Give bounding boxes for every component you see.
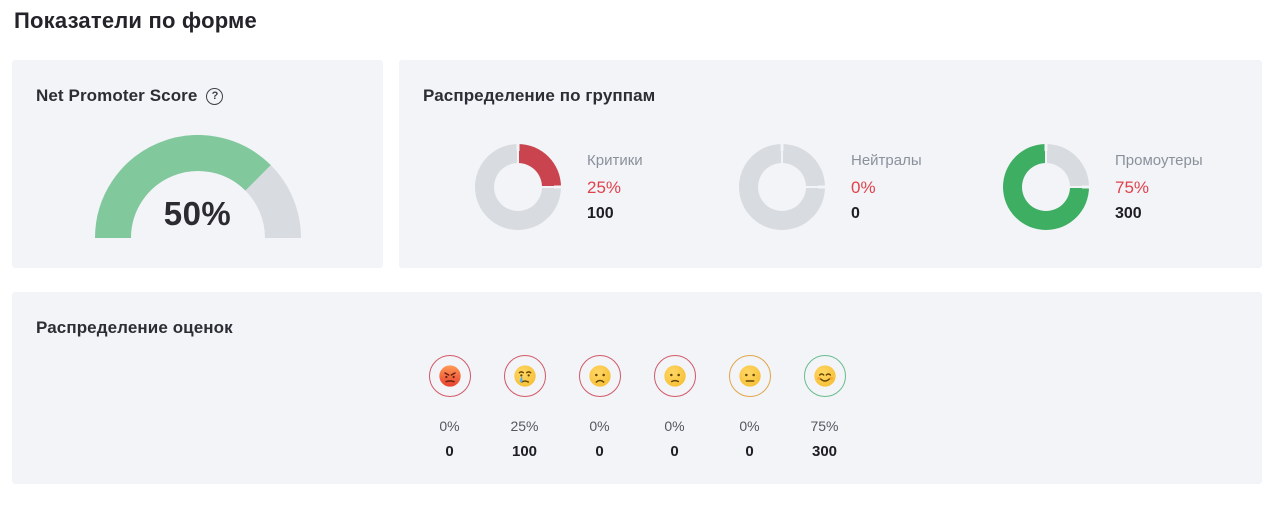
top-row: Net Promoter Score ? 50% Распределение п…	[12, 60, 1262, 268]
group-neutrals: Нейтралы 0% 0	[739, 144, 951, 230]
donut-hole	[758, 163, 806, 211]
group-stats-promoters: Промоутеры 75% 300	[1115, 152, 1215, 223]
group-count: 300	[1115, 204, 1142, 222]
nps-gauge: 50%	[94, 135, 301, 239]
group-label: Критики	[587, 151, 643, 169]
rating-count: 300	[811, 443, 838, 460]
rating-count: 100	[511, 443, 538, 460]
rating-percent: 0%	[664, 418, 685, 434]
rating-percent: 75%	[810, 418, 839, 434]
rating-percent: 0%	[739, 418, 760, 434]
group-critics: Критики 25% 100	[475, 144, 687, 230]
group-label: Промоутеры	[1115, 151, 1203, 169]
group-stats-neutrals: Нейтралы 0% 0	[851, 152, 951, 223]
group-percent: 25%	[587, 177, 622, 197]
nps-gauge-chart	[94, 135, 301, 239]
rating-slight-frown: 0% 0	[653, 355, 696, 460]
angry-face-icon	[438, 364, 462, 388]
donut-critics	[475, 144, 561, 230]
form-metrics-dashboard: Показатели по форме Net Promoter Score ?…	[12, 8, 1262, 484]
groups-card-title: Распределение по группам	[423, 86, 656, 105]
ratings-card: Распределение оценок 0% 0 25% 100 0% 0 0% 0 0% 0 7…	[12, 292, 1262, 484]
page-title: Показатели по форме	[14, 8, 257, 33]
rating-count: 0	[595, 443, 604, 460]
group-percent: 0%	[851, 177, 876, 197]
rating-percent: 0%	[439, 418, 460, 434]
nps-gauge-value: 50%	[163, 195, 232, 232]
smile-face-icon	[813, 364, 837, 388]
nps-card-title: Net Promoter Score	[36, 86, 198, 105]
frown-face-icon	[588, 364, 612, 388]
crying-face-icon	[513, 364, 537, 388]
neutral-face-icon	[738, 364, 762, 388]
rating-crying: 25% 100	[503, 355, 546, 460]
group-count: 0	[851, 204, 860, 222]
rating-percent: 25%	[510, 418, 539, 434]
rating-percent: 0%	[589, 418, 610, 434]
groups-card: Распределение по группам Критики 25% 100 Не…	[399, 60, 1262, 268]
rating-ring-angry	[428, 355, 471, 397]
rating-neutral: 0% 0	[728, 355, 771, 460]
rating-ring-crying	[503, 355, 546, 397]
groups-row: Критики 25% 100 Нейтралы 0% 0 Промоутеры 75% 300	[475, 144, 1238, 230]
rating-count: 0	[670, 443, 679, 460]
donut-hole	[1022, 163, 1070, 211]
rating-ring-slight-frown	[653, 355, 696, 397]
rating-angry: 0% 0	[428, 355, 471, 460]
rating-smile: 75% 300	[803, 355, 846, 460]
ratings-card-title: Распределение оценок	[36, 318, 233, 337]
group-percent: 75%	[1115, 177, 1150, 197]
group-label: Нейтралы	[851, 151, 922, 169]
slight-frown-face-icon	[663, 364, 687, 388]
donut-hole	[494, 163, 542, 211]
rating-count: 0	[745, 443, 754, 460]
ratings-row: 0% 0 25% 100 0% 0 0% 0 0% 0 75% 300	[36, 355, 1238, 460]
rating-ring-smile	[803, 355, 846, 397]
donut-promoters	[1003, 144, 1089, 230]
group-count: 100	[587, 204, 614, 222]
rating-count: 0	[445, 443, 454, 460]
help-icon[interactable]: ?	[206, 87, 224, 105]
group-promoters: Промоутеры 75% 300	[1003, 144, 1215, 230]
donut-neutrals	[739, 144, 825, 230]
rating-ring-neutral	[728, 355, 771, 397]
rating-ring-frown	[578, 355, 621, 397]
nps-card-header: Net Promoter Score ?	[36, 86, 359, 106]
group-stats-critics: Критики 25% 100	[587, 152, 687, 223]
rating-frown: 0% 0	[578, 355, 621, 460]
nps-card: Net Promoter Score ? 50%	[12, 60, 383, 268]
